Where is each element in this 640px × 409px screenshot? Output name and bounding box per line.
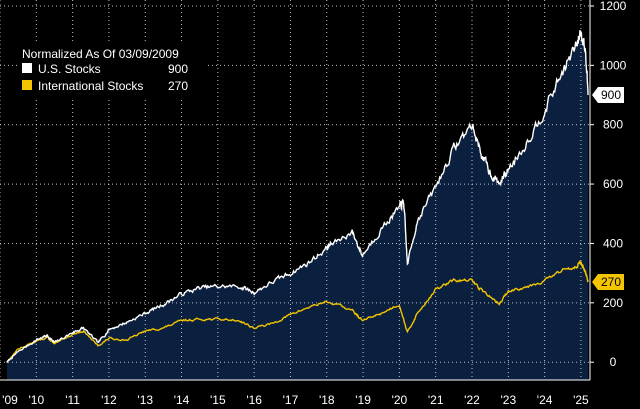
x-tick-label-2019: '19: [355, 393, 371, 407]
international-stocks-line: [6, 260, 589, 363]
grid-lines: [0, 0, 590, 380]
x-tick-label-2021: '21: [428, 393, 444, 407]
y-tick-label-1000: 1000: [600, 58, 627, 72]
x-tick-label-2015: '15: [210, 393, 226, 407]
x-tick-label-2017: '17: [283, 393, 299, 407]
x-tick-label-2010: '10: [28, 393, 44, 407]
x-tick-label-2016: '16: [246, 393, 262, 407]
legend-value-us: 900: [168, 62, 188, 76]
legend-box: [19, 42, 207, 98]
legend-value-intl: 270: [168, 79, 188, 93]
y-axis-ticks: 0 200 400 600 800 1000 1200: [589, 0, 627, 380]
legend-label-us: U.S. Stocks: [38, 62, 101, 76]
us-end-label-badge: [592, 87, 624, 103]
us-stocks-line: [6, 30, 589, 363]
y-tick-label-0: 0: [610, 355, 617, 369]
legend-swatch-intl: [22, 80, 32, 90]
end-label-intl: 270: [592, 274, 624, 291]
y-tick-label-600: 600: [603, 177, 623, 191]
x-tick-label-2020: '20: [392, 393, 408, 407]
legend-swatch-us: [22, 63, 32, 73]
legend-title: Normalized As Of 03/09/2009: [22, 47, 179, 61]
x-axis-ticks: '09 '10 '11 '12 '13 '14 '15 '16 '17 '18 '19 '20 '21 '…: [0, 379, 590, 407]
x-tick-label-2014: '14: [174, 393, 190, 407]
legend-label-intl: International Stocks: [38, 79, 143, 93]
x-tick-label-2024: '24: [537, 393, 553, 407]
x-tick-label-2009: '09: [2, 393, 18, 407]
x-tick-label-2023: '23: [500, 393, 516, 407]
end-label-us: 900: [592, 87, 624, 103]
x-tick-label-2018: '18: [319, 393, 335, 407]
us-stocks-area: [6, 30, 589, 381]
legend: Normalized As Of 03/09/2009 U.S. Stocks …: [19, 42, 207, 98]
intl-end-label-text: 270: [601, 275, 621, 289]
x-tick-label-2012: '12: [101, 393, 117, 407]
y-tick-label-400: 400: [603, 236, 623, 250]
intl-end-label-badge: [592, 274, 624, 291]
x-tick-label-2025: '25: [573, 393, 589, 407]
us-end-label-text: 900: [601, 88, 621, 102]
y-tick-label-200: 200: [603, 296, 623, 310]
y-tick-label-800: 800: [603, 118, 623, 132]
x-tick-label-2013: '13: [137, 393, 153, 407]
y-tick-label-1200: 1200: [600, 0, 627, 13]
x-tick-label-2022: '22: [464, 393, 480, 407]
x-tick-label-2011: '11: [65, 393, 80, 407]
